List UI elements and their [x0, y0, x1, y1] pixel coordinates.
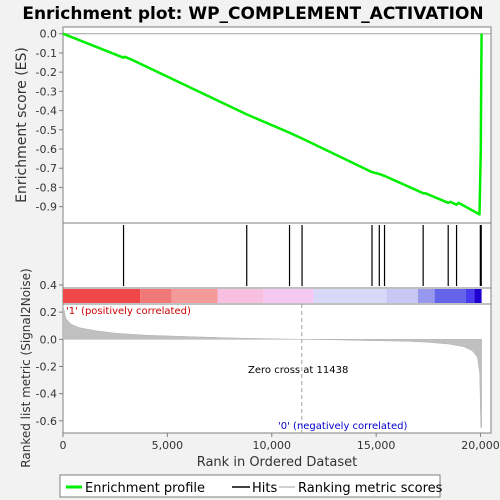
legend-label-hits: Hits: [252, 481, 277, 496]
es-y-tick-label: 0.0: [40, 28, 58, 41]
colorbar-segment: [140, 289, 172, 303]
metric-y-tick-label: 0.0: [40, 333, 58, 346]
es-y-tick-label: -0.5: [36, 124, 57, 137]
es-y-tick-label: -0.9: [36, 201, 57, 214]
legend-label-es: Enrichment profile: [85, 481, 205, 496]
metric-y-tick-label: 0.2: [40, 306, 58, 319]
es-y-tick-label: -0.3: [36, 85, 57, 98]
legend-label-metric: Ranking metric scores: [298, 481, 443, 496]
es-y-tick-label: -0.2: [36, 66, 57, 79]
metric-y-tick-label: -0.2: [36, 360, 57, 373]
colorbar-segment: [63, 289, 141, 303]
metric-y-tick-label: 0.4: [40, 279, 58, 292]
es-line: [62, 32, 483, 216]
y-axis-title-metric: Ranked list metric (Signal2Noise): [19, 268, 33, 467]
x-tick-label: 20,000: [461, 439, 500, 452]
metric-y-tick-label: -0.4: [36, 388, 57, 401]
chart-title: Enrichment plot: WP_COMPLEMENT_ACTIVATIO…: [22, 4, 483, 24]
es-y-tick-label: -0.4: [36, 105, 57, 118]
metric-y-tick-label: -0.6: [36, 415, 57, 428]
legend-box: [59, 474, 441, 498]
x-tick-label: 10,000: [253, 439, 292, 452]
es-y-tick-label: -0.7: [36, 162, 57, 175]
es-y-tick-label: -0.6: [36, 143, 57, 156]
colorbar-segment: [313, 289, 387, 303]
metric-panel: [62, 303, 492, 434]
colorbar-segment: [417, 289, 435, 303]
es-y-tick-label: -0.8: [36, 181, 57, 194]
colorbar-segment: [171, 289, 218, 303]
pos-corr-label: '1' (positively correlated): [66, 306, 191, 317]
es-y-tick-label: -0.1: [36, 47, 57, 60]
zero-cross-label: Zero cross at 11438: [248, 365, 348, 376]
neg-corr-label: '0' (negatively correlated): [278, 421, 407, 432]
metric-area: [62, 305, 482, 428]
colorbar-segment: [434, 289, 466, 303]
colorbar-segment: [263, 289, 314, 303]
x-tick-label: 15,000: [357, 439, 396, 452]
y-axis-title-es: Enrichment score (ES): [14, 47, 30, 203]
hits-panel: [62, 222, 492, 289]
colorbar-segment: [465, 289, 475, 303]
x-tick-label: 0: [60, 439, 67, 452]
colorbar-segment: [474, 289, 482, 303]
colorbar-segment: [217, 289, 264, 303]
x-tick-label: 5,000: [152, 439, 184, 452]
x-axis-title: Rank in Ordered Dataset: [197, 455, 358, 470]
colorbar-segment: [386, 289, 418, 303]
